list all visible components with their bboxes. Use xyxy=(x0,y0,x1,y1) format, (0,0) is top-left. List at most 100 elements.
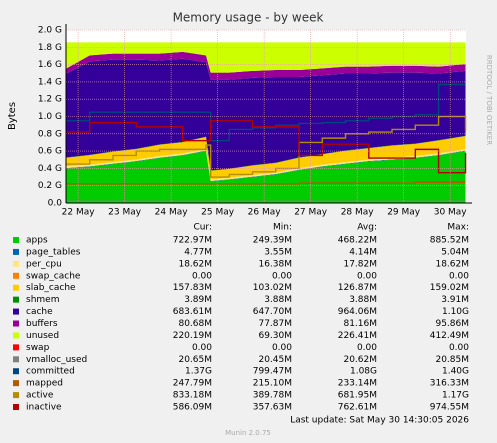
y-tick-label: 1.8 G xyxy=(38,43,62,53)
legend-header: Avg: xyxy=(357,223,377,233)
legend-value: 5.04M xyxy=(441,247,469,257)
legend-entry: per_cpu xyxy=(26,259,62,269)
legend-swatch xyxy=(13,356,19,363)
line xyxy=(66,115,467,178)
legend-value: 683.61M xyxy=(173,307,212,317)
legend-header: Min: xyxy=(273,223,292,233)
y-tick-label: 0.4 G xyxy=(38,164,62,174)
legend-value: 0.00 xyxy=(192,343,212,353)
legend-value: 77.87M xyxy=(258,319,292,329)
legend-swatch xyxy=(13,344,19,351)
legend-value: 69.30M xyxy=(258,331,292,341)
y-tick-label: 1.4 G xyxy=(38,77,62,87)
legend-value: 964.06M xyxy=(338,307,377,317)
legend-header: Max: xyxy=(447,223,469,233)
legend-value: 95.86M xyxy=(435,319,469,329)
x-tick-label: 23 May xyxy=(108,208,142,218)
legend-value: 389.78M xyxy=(253,391,292,401)
last-update: Last update: Sat May 30 14:30:05 2026 xyxy=(290,416,469,426)
y-tick-label: 2.0 G xyxy=(38,26,62,36)
legend-value: 885.52M xyxy=(430,236,469,246)
legend-value: 17.82M xyxy=(343,259,377,269)
area xyxy=(66,135,466,171)
legend-value: 3.91M xyxy=(441,295,469,305)
legend-entry: vmalloc_used xyxy=(26,355,87,365)
legend-entry: swap_cache xyxy=(26,271,81,281)
legend-value: 226.41M xyxy=(338,331,377,341)
y-tick-label: 0.6 G xyxy=(38,147,62,157)
legend-value: 1.40G xyxy=(442,367,469,377)
x-tick-label: 30 May xyxy=(434,208,468,218)
data-layer xyxy=(66,42,467,203)
legend-value: 215.10M xyxy=(253,379,292,389)
x-tick-label: 27 May xyxy=(294,208,328,218)
legend-value: 16.38M xyxy=(258,259,292,269)
legend-value: 0.00 xyxy=(449,271,469,281)
legend-swatch xyxy=(13,237,19,243)
y-tick-label: 0.2 G xyxy=(38,181,62,191)
legend-value: 3.88M xyxy=(349,295,377,305)
x-tick-label: 25 May xyxy=(201,208,235,218)
legend-value: 81.16M xyxy=(343,319,377,329)
legend-header: Cur: xyxy=(193,223,212,233)
legend-value: 316.33M xyxy=(430,379,469,389)
legend-value: 4.14M xyxy=(349,247,377,257)
legend-value: 0.00 xyxy=(192,271,212,281)
legend-entry: cache xyxy=(26,307,53,317)
legend-value: 247.79M xyxy=(173,379,212,389)
legend-entry: slab_cache xyxy=(26,283,76,293)
legend-entry: buffers xyxy=(26,319,58,329)
y-axis-label: Bytes xyxy=(7,102,18,130)
legend-swatch xyxy=(13,320,19,327)
legend-value: 18.62M xyxy=(435,259,469,269)
legend-value: 18.62M xyxy=(178,259,212,269)
legend-value: 647.70M xyxy=(253,307,292,317)
area xyxy=(66,51,466,80)
legend-value: 0.00 xyxy=(357,343,377,353)
legend-value: 681.95M xyxy=(338,391,377,401)
legend-value: 0.00 xyxy=(357,271,377,281)
legend-value: 20.85M xyxy=(435,355,469,365)
legend-value: 412.49M xyxy=(430,331,469,341)
footer: Munin 2.0.75 xyxy=(225,429,271,437)
chart-title: Memory usage - by week xyxy=(173,11,324,25)
y-tick-label: 1.2 G xyxy=(38,95,62,105)
legend-value: 80.68M xyxy=(178,319,212,329)
legend-value: 0.00 xyxy=(272,271,292,281)
area xyxy=(66,151,466,203)
area xyxy=(66,149,466,181)
legend-value: 3.55M xyxy=(264,247,292,257)
legend-swatch xyxy=(13,404,19,411)
legend-value: 126.87M xyxy=(338,283,377,293)
legend-entry: unused xyxy=(26,331,59,341)
legend-swatch xyxy=(13,248,19,255)
legend-value: 157.83M xyxy=(173,283,212,293)
legend-value: 586.09M xyxy=(173,403,212,413)
legend-value: 0.00 xyxy=(449,343,469,353)
area xyxy=(66,58,466,171)
legend-entry: mapped xyxy=(26,379,63,389)
line xyxy=(66,181,466,185)
y-tick-label: 0.0 xyxy=(48,199,63,209)
legend-value: 357.63M xyxy=(253,403,292,413)
legend-swatch xyxy=(13,308,19,315)
legend-swatch xyxy=(13,380,19,387)
x-tick-label: 29 May xyxy=(387,208,421,218)
legend-value: 1.08G xyxy=(350,367,377,377)
legend-value: 4.77M xyxy=(184,247,212,257)
legend-value: 799.47M xyxy=(253,367,292,377)
legend-value: 20.65M xyxy=(178,355,212,365)
legend-value: 159.02M xyxy=(430,283,469,293)
legend-value: 3.89M xyxy=(184,295,212,305)
x-tick-label: 22 May xyxy=(62,208,96,218)
legend-value: 20.62M xyxy=(343,355,377,365)
legend-value: 468.22M xyxy=(338,236,377,246)
y-tick-label: 1.6 G xyxy=(38,60,62,70)
legend-value: 1.10G xyxy=(442,307,469,317)
x-tick-label: 28 May xyxy=(341,208,375,218)
area xyxy=(66,150,466,182)
legend-swatch xyxy=(13,296,19,303)
legend-value: 249.39M xyxy=(253,236,292,246)
legend-value: 3.88M xyxy=(264,295,292,305)
